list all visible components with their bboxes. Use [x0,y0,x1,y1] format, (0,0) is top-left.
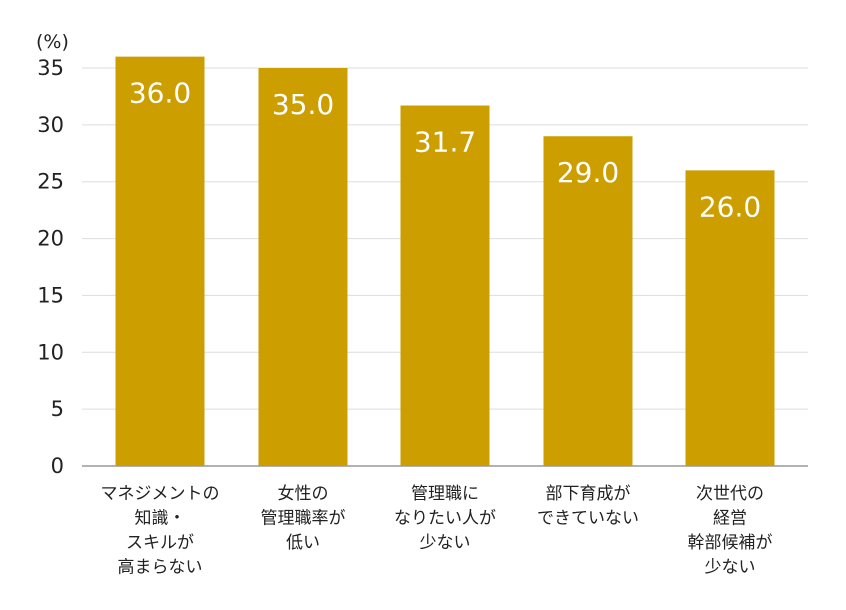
data-label: 29.0 [557,156,619,189]
y-tick-label: 30 [37,113,64,137]
data-label: 36.0 [129,77,191,110]
category-label-line: 幹部候補が [688,532,773,553]
category-labels: マネジメントの知識・スキルが高まらない女性の管理職率が低い管理職になりたい人が少… [101,484,773,578]
category-label-line: 経営 [713,509,747,529]
data-label: 31.7 [414,126,476,159]
y-tick-label: 10 [37,340,64,364]
y-tick-label: 15 [37,283,64,307]
category-label-line: 部下育成が [546,484,631,504]
data-label: 35.0 [272,88,334,121]
y-tick-label: 5 [51,397,64,421]
category-label-line: できていない [537,509,639,529]
y-axis-unit-label: (%) [36,31,69,53]
y-tick-label: 25 [37,170,64,194]
category-label-line: 管理職に [411,484,479,504]
data-label: 26.0 [699,190,761,223]
category-label-line: マネジメントの [101,484,220,504]
category-label-line: 管理職率が [261,509,346,529]
category-label-line: 知識・ [135,509,186,529]
y-axis-tick-labels: 0 5 10 15 20 25 30 35 [37,56,64,478]
category-label-line: なりたい人が [394,509,496,529]
category-label-line: 少ない [705,558,756,578]
y-tick-label: 0 [51,454,64,478]
y-tick-label: 35 [37,56,64,80]
category-label-line: スキルが [126,533,194,553]
category-label-line: 次世代の [696,484,764,504]
category-label-line: 低い [286,533,320,553]
bar [115,56,205,466]
category-label-line: 女性の [278,484,329,504]
bar [400,105,490,467]
bar [258,68,348,466]
bar [543,136,633,466]
bar [685,170,775,467]
bars [115,56,775,467]
category-label-line: 高まらない [118,558,203,578]
data-labels: 36.0 35.0 31.7 29.0 26.0 [129,77,761,224]
category-label-line: 少ない [420,533,471,553]
y-tick-label: 20 [37,227,64,251]
